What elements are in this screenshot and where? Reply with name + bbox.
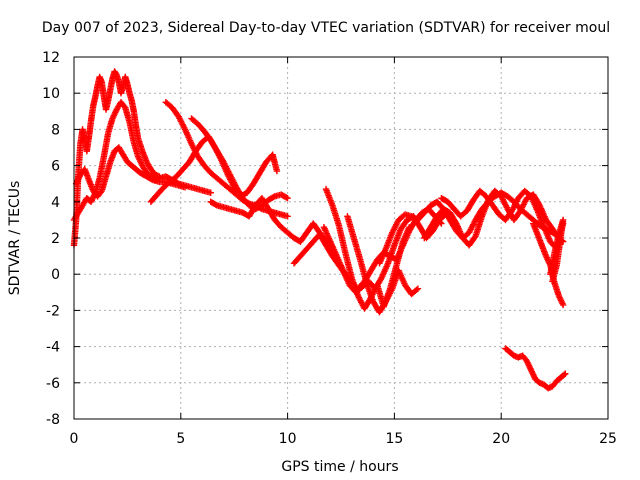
y-tick-label: 12 (42, 50, 60, 66)
series-track-p (547, 216, 567, 285)
data-point (562, 370, 569, 377)
y-tick-label: 8 (51, 122, 60, 138)
data-point-interp (413, 286, 420, 293)
y-tick-label: -8 (46, 412, 60, 428)
x-tick-label: 10 (279, 431, 297, 447)
data-point (549, 278, 556, 285)
data-point (181, 184, 189, 191)
data-point (284, 194, 291, 202)
x-tick-label: 15 (385, 431, 403, 447)
x-axis-label: GPS time / hours (281, 459, 398, 475)
y-tick-label: 0 (51, 267, 60, 283)
data-point-interp (283, 194, 290, 201)
axis-ticks: 0 5 10 15 20 25 -8 -6 -4 -2 0 2 4 6 8 10 12 (42, 50, 617, 447)
x-tick-label: 5 (176, 431, 185, 447)
series-track-b (70, 99, 214, 224)
x-tick-label: 25 (599, 431, 617, 447)
data-point (559, 301, 567, 309)
series-track-q (502, 345, 569, 392)
y-tick-label: 4 (51, 195, 60, 211)
data-point (406, 223, 413, 231)
y-tick-label: -4 (46, 340, 60, 356)
data-point-interp (212, 201, 220, 208)
data-point-interp (148, 176, 155, 183)
data-point (207, 189, 214, 196)
y-tick-label: -6 (46, 376, 60, 392)
x-tick-label: 20 (492, 431, 510, 447)
series-track-c (72, 144, 189, 200)
series-track-a (70, 68, 163, 249)
y-tick-label: 2 (51, 231, 60, 247)
y-tick-label: 6 (51, 159, 60, 175)
data-markers (70, 68, 569, 392)
y-tick-label: -2 (46, 303, 60, 319)
data-point (284, 213, 291, 220)
x-tick-label: 0 (70, 431, 79, 447)
data-point (414, 285, 422, 292)
series-track-k (344, 213, 422, 316)
data-point-interp (270, 193, 277, 201)
grid-lines (74, 57, 608, 419)
data-point (273, 167, 281, 175)
y-tick-label: 10 (42, 86, 60, 102)
series-track-g (207, 194, 336, 251)
data-point-interp (561, 371, 568, 378)
chart-title: Day 007 of 2023, Sidereal Day-to-day VTE… (42, 20, 610, 36)
y-axis-label: SDTVAR / TECUs (7, 181, 23, 296)
